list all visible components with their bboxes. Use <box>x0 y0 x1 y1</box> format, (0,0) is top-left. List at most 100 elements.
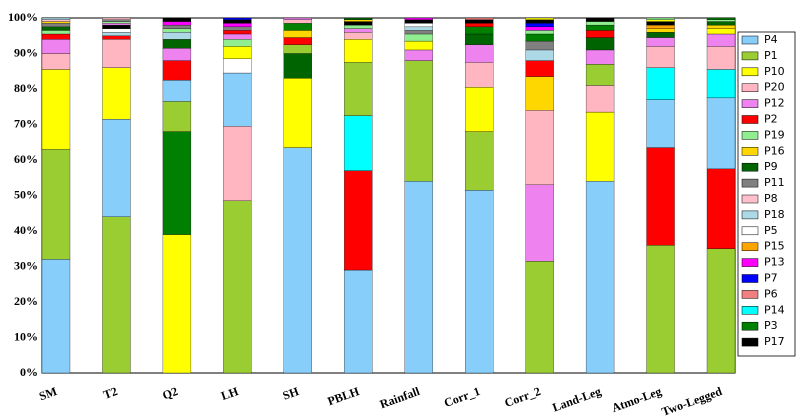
bar-segment <box>102 21 131 24</box>
x-tick-label: Corr_1 <box>442 384 482 410</box>
bar-segment <box>525 110 554 186</box>
y-tick-label: 50% <box>14 187 38 201</box>
bar-segment <box>41 259 71 374</box>
bar-segment <box>344 21 373 26</box>
legend-label: P7 <box>764 272 778 285</box>
bar-segment <box>404 33 433 42</box>
x-tick-label: SH <box>281 384 301 403</box>
y-tick-label: 20% <box>14 294 38 308</box>
bar-segment <box>706 69 736 99</box>
bar-segment <box>41 33 71 40</box>
bar-segment <box>706 97 736 170</box>
bar-segment <box>404 30 433 35</box>
bar-segment <box>41 19 71 22</box>
y-tick-label: 0% <box>20 365 38 379</box>
bar-segment <box>283 17 312 20</box>
bar-segment <box>525 40 554 51</box>
bar-segment <box>585 85 615 113</box>
legend-swatch <box>741 290 759 299</box>
bar-segment <box>585 30 615 38</box>
legend-swatch <box>741 210 759 220</box>
bar-segment <box>223 23 252 28</box>
bar-segment <box>102 23 131 26</box>
bar-segment <box>706 19 736 22</box>
y-tick-label: 30% <box>14 258 38 272</box>
bar-segment <box>223 26 252 31</box>
bar-segment <box>223 39 252 47</box>
bar-segment <box>223 17 252 20</box>
y-tick-label: 40% <box>14 223 38 237</box>
bar-segment <box>706 168 736 249</box>
bar-segment <box>162 234 192 374</box>
legend-swatch <box>741 131 759 140</box>
y-tick-label: 60% <box>14 152 38 166</box>
legend-label: P19 <box>764 128 785 141</box>
bar-segment <box>162 79 192 102</box>
bar-segment <box>646 32 675 38</box>
bar-segment <box>646 24 675 29</box>
bar-segment <box>646 99 675 148</box>
bar-segment <box>344 269 373 374</box>
x-tick-label: Atmo-Leg <box>610 384 664 415</box>
bar-segment <box>102 35 131 40</box>
bar-segment <box>706 21 736 26</box>
bar-segment <box>404 40 433 51</box>
bar-segment <box>646 37 675 47</box>
bar-segment <box>585 49 615 65</box>
legend-swatch <box>741 226 759 236</box>
bar-segment <box>283 30 312 38</box>
bar-segment <box>525 49 554 61</box>
x-tick-label: SM <box>37 384 59 403</box>
bar-segment <box>41 53 71 70</box>
bar-segment <box>41 23 71 28</box>
legend-label: P18 <box>764 208 785 221</box>
bar-segment <box>465 190 494 374</box>
x-tick-label: Land-Leg <box>550 384 602 414</box>
bar-segment <box>283 44 312 54</box>
bar-segment <box>41 39 71 54</box>
legend-label: P15 <box>764 240 785 253</box>
legend-swatch <box>741 99 759 108</box>
bar-segment <box>465 131 494 191</box>
bar-segment <box>585 181 615 374</box>
legend-swatch <box>741 194 759 204</box>
bar-segment <box>646 21 675 26</box>
bar-segment <box>41 21 71 24</box>
bar-segment <box>223 58 252 74</box>
x-tick-label: Corr_2 <box>503 384 543 410</box>
bar-segment <box>223 126 252 201</box>
bar-segment <box>162 48 192 61</box>
bar-segment <box>41 30 71 35</box>
legend-label: P8 <box>764 192 778 205</box>
x-tick-label: Two-Legged <box>660 384 724 418</box>
bar-segment <box>465 33 494 45</box>
bar-segment <box>344 170 373 271</box>
bar-segment <box>283 23 312 31</box>
legend-swatch <box>741 35 759 45</box>
bar-segment <box>525 30 554 35</box>
bar-segment <box>404 19 433 24</box>
bar-segment <box>706 248 736 374</box>
legend-swatch <box>741 274 759 283</box>
legend-label: P3 <box>764 319 778 332</box>
bar-segment <box>102 39 131 68</box>
bar-segment <box>102 119 131 217</box>
y-tick-label: 100% <box>8 10 38 24</box>
bar-segment <box>283 78 312 148</box>
bar-segment <box>706 28 736 35</box>
bar-segment <box>525 261 554 374</box>
bar-segment <box>525 19 554 24</box>
legend-label: P9 <box>764 160 778 173</box>
bar-segment <box>646 28 675 33</box>
bar-segment <box>283 37 312 45</box>
x-tick-label: Q2 <box>161 384 180 402</box>
legend-label: P4 <box>764 33 778 46</box>
bar-segment <box>525 26 554 31</box>
legend-swatch <box>741 337 759 347</box>
legend-swatch <box>741 306 759 315</box>
bar-segment <box>102 24 131 29</box>
legend-label: P5 <box>764 224 778 237</box>
bar-segment <box>344 39 373 63</box>
bar-segment <box>162 28 192 33</box>
bar-segment <box>102 67 131 120</box>
